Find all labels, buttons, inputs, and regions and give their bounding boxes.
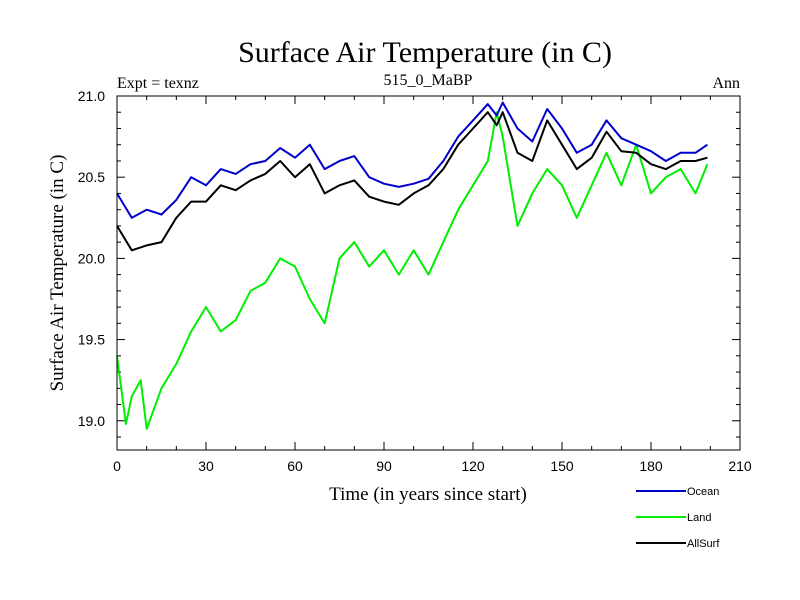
axis-ticks: 0 30 60 90 120 150 180 210 19.0 19.5 20.0 20.5 21.0 xyxy=(78,88,752,474)
plot-frame xyxy=(116,95,741,451)
x-tick-label: 120 xyxy=(461,458,485,474)
y-tick-label: 21.0 xyxy=(78,88,105,104)
legend-label-allsurf: AllSurf xyxy=(687,538,720,550)
x-tick-label: 150 xyxy=(550,458,574,474)
legend: Ocean Land AllSurf xyxy=(636,486,720,550)
subtitle-period: 515_0_MaBP xyxy=(384,72,473,89)
y-tick-label: 20.5 xyxy=(78,169,105,185)
subtitle-experiment: Expt = texnz xyxy=(117,75,199,92)
legend-label-land: Land xyxy=(687,512,711,524)
x-axis-label: Time (in years since start) xyxy=(329,484,527,505)
legend-label-ocean: Ocean xyxy=(687,486,719,498)
series-line-allsurf xyxy=(116,111,708,252)
series-line-land xyxy=(116,111,709,430)
y-axis-label: Surface Air Temperature (in C) xyxy=(47,155,68,392)
x-tick-label: 0 xyxy=(113,458,121,474)
subtitle-season: Ann xyxy=(712,75,740,92)
x-tick-label: 210 xyxy=(728,458,752,474)
x-tick-label: 90 xyxy=(376,458,392,474)
chart-title: Surface Air Temperature (in C) xyxy=(238,36,612,69)
y-tick-label: 19.5 xyxy=(78,332,105,348)
series-line-ocean xyxy=(116,101,708,219)
series-group xyxy=(116,101,709,430)
y-tick-label: 20.0 xyxy=(78,250,105,266)
x-tick-label: 60 xyxy=(287,458,303,474)
x-tick-label: 30 xyxy=(198,458,214,474)
y-tick-label: 19.0 xyxy=(78,413,105,429)
x-tick-label: 180 xyxy=(639,458,663,474)
